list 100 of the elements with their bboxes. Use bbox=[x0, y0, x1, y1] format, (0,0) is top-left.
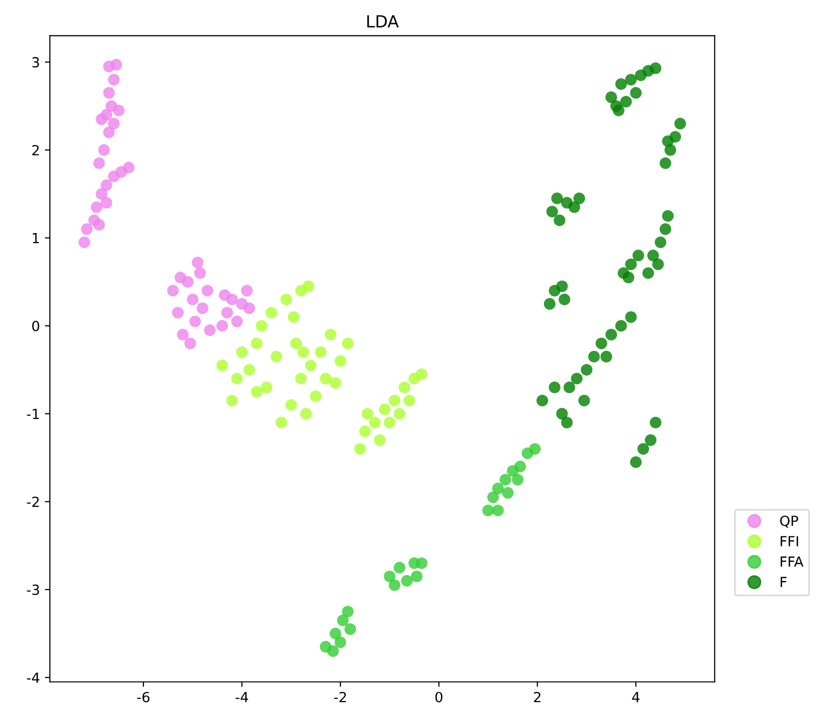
point bbox=[384, 416, 396, 428]
y-tick-label: 0 bbox=[32, 320, 40, 332]
point bbox=[80, 223, 93, 235]
x-tick-label: 2 bbox=[534, 692, 540, 702]
point bbox=[596, 338, 608, 350]
point bbox=[167, 284, 179, 296]
point bbox=[556, 280, 568, 292]
point bbox=[320, 372, 332, 384]
point bbox=[103, 87, 115, 99]
point bbox=[270, 350, 282, 362]
point bbox=[226, 394, 238, 406]
point bbox=[398, 382, 410, 394]
legend-label: FFA bbox=[780, 556, 804, 567]
point bbox=[250, 386, 262, 398]
point bbox=[492, 482, 504, 494]
point bbox=[647, 250, 659, 262]
point bbox=[622, 272, 634, 284]
point bbox=[174, 272, 186, 284]
point bbox=[394, 562, 406, 574]
point bbox=[310, 390, 322, 402]
point bbox=[122, 162, 134, 174]
point bbox=[334, 636, 346, 648]
point bbox=[654, 236, 666, 248]
point bbox=[544, 298, 556, 310]
point bbox=[354, 443, 366, 455]
point bbox=[93, 218, 105, 231]
point bbox=[216, 360, 228, 372]
point bbox=[492, 504, 504, 516]
y-tick-label: -2 bbox=[26, 496, 39, 507]
point bbox=[568, 201, 580, 213]
point bbox=[650, 62, 662, 74]
point bbox=[100, 196, 112, 209]
point bbox=[536, 394, 548, 406]
point bbox=[112, 104, 125, 116]
point bbox=[588, 350, 600, 362]
point bbox=[298, 346, 310, 358]
point bbox=[186, 294, 198, 306]
point bbox=[231, 316, 243, 328]
point bbox=[401, 574, 413, 587]
point bbox=[573, 192, 586, 204]
point bbox=[324, 328, 336, 340]
y-tick-label: -1 bbox=[26, 408, 39, 420]
point bbox=[630, 456, 642, 468]
point bbox=[605, 91, 618, 104]
point bbox=[189, 316, 201, 328]
point bbox=[280, 294, 292, 306]
y-tick-label: 2 bbox=[32, 144, 39, 156]
point bbox=[561, 416, 573, 428]
point bbox=[344, 623, 356, 635]
point bbox=[374, 434, 386, 446]
legend-label: QP bbox=[780, 516, 798, 528]
point bbox=[632, 250, 644, 262]
point bbox=[192, 256, 204, 268]
point bbox=[276, 416, 288, 428]
point bbox=[305, 360, 317, 372]
point bbox=[662, 210, 674, 222]
point bbox=[362, 408, 374, 420]
point bbox=[558, 294, 570, 306]
point bbox=[96, 113, 108, 126]
point bbox=[221, 306, 233, 318]
point bbox=[612, 104, 624, 116]
point bbox=[564, 382, 576, 394]
point bbox=[500, 474, 512, 486]
point bbox=[556, 408, 568, 420]
point bbox=[184, 338, 196, 350]
point bbox=[529, 443, 541, 455]
point bbox=[404, 394, 416, 406]
point bbox=[660, 223, 672, 235]
point bbox=[330, 377, 342, 389]
point bbox=[196, 302, 208, 314]
point bbox=[290, 338, 302, 350]
point bbox=[78, 236, 90, 248]
point bbox=[514, 460, 526, 472]
point bbox=[216, 320, 228, 332]
point bbox=[98, 144, 110, 156]
point bbox=[177, 328, 189, 340]
point bbox=[108, 74, 120, 86]
point bbox=[108, 118, 120, 130]
x-tick-label: -6 bbox=[137, 692, 150, 702]
point bbox=[644, 434, 656, 446]
x-tick-label: -4 bbox=[236, 692, 248, 702]
y-tick-label: -3 bbox=[26, 584, 40, 596]
point bbox=[256, 320, 268, 332]
point bbox=[512, 474, 524, 486]
point bbox=[580, 364, 592, 376]
point bbox=[314, 346, 327, 358]
point bbox=[236, 346, 248, 358]
point bbox=[90, 201, 102, 213]
x-tick-label: 4 bbox=[632, 692, 640, 702]
point bbox=[605, 328, 618, 340]
y-tick-label: -4 bbox=[26, 672, 40, 683]
point bbox=[231, 372, 243, 384]
point bbox=[334, 355, 346, 367]
point bbox=[625, 258, 637, 270]
point bbox=[243, 364, 256, 376]
point bbox=[103, 126, 115, 138]
point bbox=[620, 96, 632, 108]
point bbox=[194, 267, 206, 279]
point bbox=[300, 408, 312, 420]
point bbox=[288, 311, 300, 323]
